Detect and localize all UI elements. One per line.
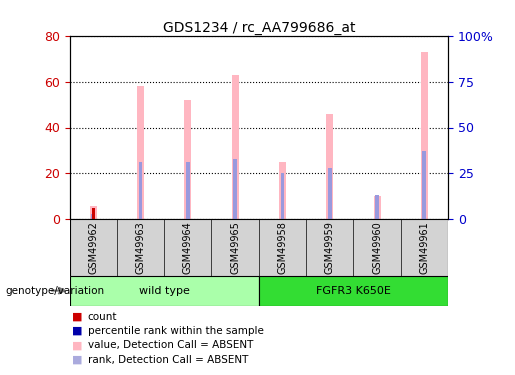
- Bar: [139, 162, 142, 219]
- Bar: [279, 162, 286, 219]
- Text: FGFR3 K650E: FGFR3 K650E: [316, 286, 391, 296]
- Text: wild type: wild type: [139, 286, 190, 296]
- Text: GSM49964: GSM49964: [183, 221, 193, 274]
- Text: ■: ■: [72, 326, 82, 336]
- Text: GSM49961: GSM49961: [419, 221, 430, 274]
- Text: GSM49958: GSM49958: [278, 221, 287, 274]
- Title: GDS1234 / rc_AA799686_at: GDS1234 / rc_AA799686_at: [163, 21, 355, 34]
- Bar: [137, 86, 144, 219]
- Text: ■: ■: [72, 355, 82, 364]
- Bar: [421, 52, 428, 219]
- Bar: [184, 100, 192, 219]
- Bar: [422, 152, 426, 219]
- Bar: [92, 208, 95, 219]
- Bar: [326, 114, 333, 219]
- Text: GSM49965: GSM49965: [230, 221, 240, 274]
- Text: percentile rank within the sample: percentile rank within the sample: [88, 326, 264, 336]
- Bar: [186, 162, 190, 219]
- Bar: [233, 159, 237, 219]
- Bar: [232, 75, 238, 219]
- Text: ■: ■: [72, 340, 82, 350]
- Bar: [90, 206, 97, 219]
- Bar: [281, 173, 284, 219]
- Text: genotype/variation: genotype/variation: [5, 286, 104, 296]
- Text: value, Detection Call = ABSENT: value, Detection Call = ABSENT: [88, 340, 253, 350]
- Bar: [373, 196, 381, 219]
- Text: GSM49960: GSM49960: [372, 221, 382, 274]
- Bar: [328, 168, 332, 219]
- Bar: [70, 276, 259, 306]
- Text: GSM49962: GSM49962: [88, 221, 98, 274]
- Text: GSM49963: GSM49963: [135, 221, 146, 274]
- Bar: [375, 195, 379, 219]
- Text: rank, Detection Call = ABSENT: rank, Detection Call = ABSENT: [88, 355, 248, 364]
- Bar: [259, 276, 448, 306]
- Text: count: count: [88, 312, 117, 322]
- Bar: [91, 214, 95, 219]
- Text: GSM49959: GSM49959: [325, 221, 335, 274]
- Text: ■: ■: [72, 312, 82, 322]
